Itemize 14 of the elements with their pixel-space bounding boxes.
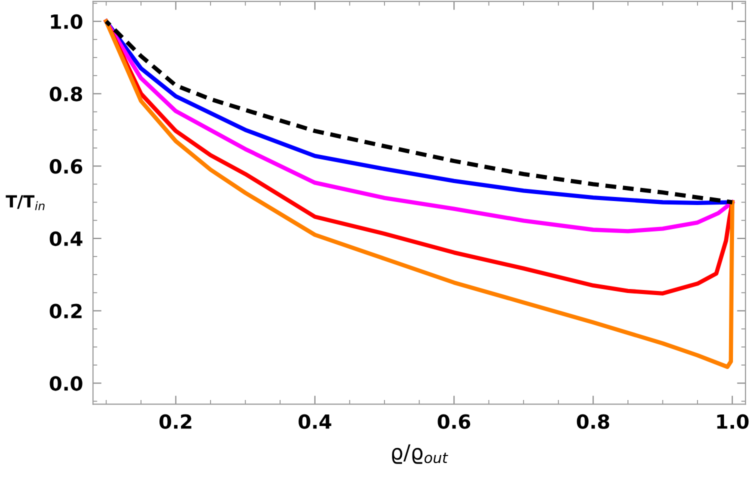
x-tick-label: 0.8: [576, 414, 610, 429]
y-tick-label: 0.8: [50, 86, 82, 102]
x-tick-label: 1.0: [717, 414, 749, 429]
x-axis-title: ϱ/ϱ$_{out}$: [392, 444, 448, 464]
x-tick-label: 0.6: [438, 414, 470, 429]
y-tick-label: 0.0: [50, 376, 82, 391]
y-axis-title: T/T$_{in}$: [6, 195, 45, 210]
y-tick-label: 0.2: [50, 304, 82, 318]
y-tick-label: 1.0: [51, 14, 82, 30]
x-tick-label: 0.2: [159, 414, 192, 429]
line-series: [104, 19, 734, 369]
x-tick-label: 0.4: [298, 414, 332, 429]
y-tick-label: 0.6: [50, 159, 82, 174]
y-tick-label: 0.4: [50, 231, 82, 246]
